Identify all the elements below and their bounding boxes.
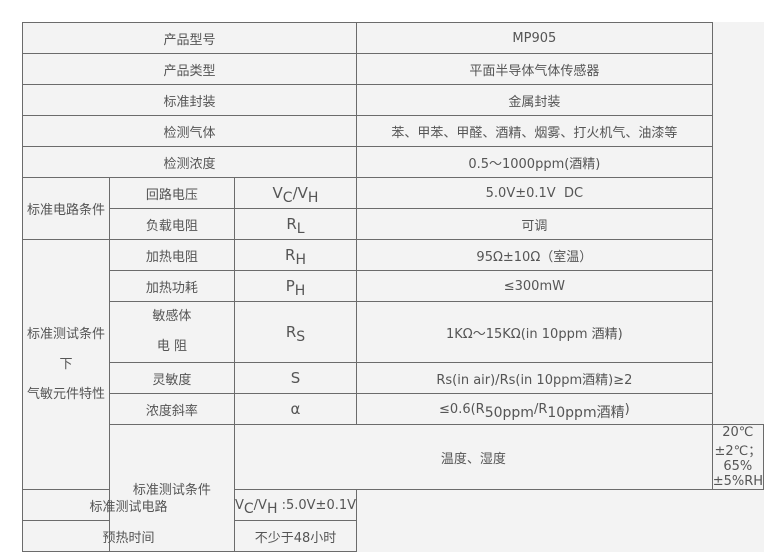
value-cell: 1KΩ～15KΩ(in 10ppm 酒精) [356,301,713,363]
value-cell: 可调 [356,208,713,240]
table-row: 灵敏度 S Rs(in air)/Rs(in 10ppm酒精)≥2 [23,362,764,394]
symbol-cell: VC/VH [233,177,358,209]
label-cell: 加热电阻 [108,239,235,271]
group-cell: 标准电路条件 [22,177,110,240]
spec-table: 产品型号 MP905 产品类型 平面半导体气体传感器 标准封装 金属封装 检测气体 苯、… [21,22,764,552]
symbol-cell: RH [233,239,358,271]
table-row: 标准测试电路 VC/VH :5.0V±0.1V [22,489,764,521]
label-cell: 浓度斜率 [108,393,235,425]
table-row: 标准测试条件 温度、湿度 20℃±2℃；65%±5%RH [23,424,764,552]
value-cell: ≤300mW [356,270,713,302]
table-row: 产品类型 平面半导体气体传感器 [21,53,764,85]
symbol-cell: S [233,362,358,394]
label-cell: 负载电阻 [108,208,235,240]
symbol-cell: RL [233,208,358,240]
label-cell: 预热时间 [22,520,235,552]
symbol-cell: PH [233,270,358,302]
label-cell: 检测浓度 [21,146,358,178]
value-cell: 5.0V±0.1V DC [356,177,713,209]
label-cell: 温度、湿度 [233,424,713,490]
value-cell: 平面半导体气体传感器 [356,53,713,85]
value-cell: 不少于48小时 [233,520,358,552]
symbol-cell: α [233,393,358,425]
table-row: 敏感体电 阻 RS 1KΩ～15KΩ(in 10ppm 酒精) [23,301,764,363]
label-cell: 加热功耗 [108,270,235,302]
label-cell: 产品型号 [21,22,358,54]
value-cell: 0.5～1000ppm(酒精) [356,146,713,178]
label-cell: 产品类型 [21,53,358,85]
value-cell: ≤0.6(R50ppm/R10ppm酒精) [356,393,713,425]
value-cell: Rs(in air)/Rs(in 10ppm酒精)≥2 [356,362,713,394]
table-row: 浓度斜率 α ≤0.6(R50ppm/R10ppm酒精) [23,393,764,425]
table-row: 预热时间 不少于48小时 [22,520,764,552]
value-cell: 金属封装 [356,84,713,116]
label-cell: 检测气体 [21,115,358,147]
value-cell: MP905 [356,22,713,54]
table-row: 标准封装 金属封装 [21,84,764,116]
symbol-cell: RS [233,301,358,363]
label-cell: 灵敏度 [108,362,235,394]
label-cell: 回路电压 [108,177,235,209]
table-row: 产品型号 MP905 [21,22,764,54]
table-row: 标准电路条件 回路电压 VC/VH 5.0V±0.1V DC [22,177,764,240]
group-cell: 标准测试条件下 气敏元件特性 [22,239,110,490]
label-cell: 标准封装 [21,84,358,116]
value-cell: 20℃±2℃；65%±5%RH [711,424,764,490]
label-cell: 敏感体电 阻 [108,301,235,363]
table-row: 检测浓度 0.5～1000ppm(酒精) [21,146,764,178]
value-cell: 苯、甲苯、甲醛、酒精、烟雾、打火机气、油漆等 [356,115,713,147]
table-row: 检测气体 苯、甲苯、甲醛、酒精、烟雾、打火机气、油漆等 [21,115,764,147]
table-row: 加热功耗 PH ≤300mW [23,270,764,302]
table-row: 负载电阻 RL 可调 [23,208,764,240]
value-cell: 95Ω±10Ω（室温） [356,239,713,271]
table-row: 标准测试条件下 气敏元件特性 加热电阻 RH 95Ω±10Ω（室温） [22,239,764,490]
value-cell: VC/VH :5.0V±0.1V [233,489,358,521]
